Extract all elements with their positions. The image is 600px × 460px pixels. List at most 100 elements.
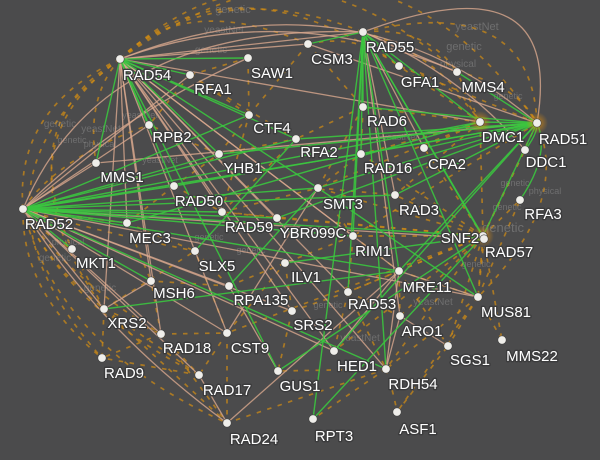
edge-ASF1-SGS1 [396, 345, 449, 413]
node-RFA3[interactable] [515, 195, 525, 205]
edge-RDH54-RPT3 [312, 368, 387, 420]
node-MRE11[interactable] [394, 266, 404, 276]
node-YHB1[interactable] [214, 149, 224, 159]
node-label-RAD52: RAD52 [25, 216, 73, 233]
node-label-RAD9: RAD9 [104, 365, 144, 382]
node-label-DDC1: DDC1 [526, 154, 567, 171]
node-RFA1[interactable] [185, 70, 195, 80]
node-label-GFA1: GFA1 [401, 74, 439, 91]
edge-CST9-RAD17 [198, 332, 228, 376]
node-GUS1[interactable] [273, 366, 283, 376]
node-RAD16[interactable] [356, 149, 366, 159]
edge-SNF2-RFA3 [482, 199, 521, 237]
edge-SNF2-SMT3 [317, 187, 484, 237]
edge-SNF2-ARO1 [399, 235, 484, 317]
node-label-SLX5: SLX5 [199, 258, 236, 275]
node-SGS1[interactable] [443, 341, 453, 351]
node-CSM3[interactable] [303, 39, 313, 49]
edge-RAD6-SMT3 [317, 106, 364, 189]
node-DDC1[interactable] [520, 145, 530, 155]
node-label-MMS22: MMS22 [506, 348, 558, 365]
node-RAD9[interactable] [97, 353, 107, 363]
node-RDH54[interactable] [381, 364, 391, 374]
node-label-MRE11: MRE11 [403, 279, 452, 296]
node-MEC3[interactable] [122, 218, 132, 228]
edge-RAD50-YHB1 [173, 153, 220, 187]
node-RFA2[interactable] [291, 134, 301, 144]
edge-RAD54-GUS1 [119, 58, 279, 372]
edge-SMT3-RAD3 [317, 187, 396, 196]
node-RPA135[interactable] [224, 281, 234, 291]
node-RAD6[interactable] [358, 102, 368, 112]
edge-RAD52-RPB2 [22, 124, 150, 210]
node-RPT3[interactable] [308, 414, 318, 424]
edge-YHB1-RFA2 [218, 138, 297, 155]
node-label-CSM3: CSM3 [311, 51, 353, 68]
node-ARO1[interactable] [395, 311, 405, 321]
node-RAD57[interactable] [479, 234, 489, 244]
node-HED1[interactable] [329, 346, 339, 356]
node-RAD59[interactable] [217, 207, 227, 217]
watermark-label: genetic [84, 283, 116, 294]
node-RAD50[interactable] [169, 181, 179, 191]
node-label-GUS1: GUS1 [280, 378, 321, 395]
node-labels: RAD54 SAW1 RFA1 CSM3 RAD55 GFA1 MMS4 RAD6 DMC1 RA… [23, 38, 588, 450]
node-RAD17[interactable] [194, 370, 204, 380]
node-SAW1[interactable] [243, 53, 253, 63]
edge-RAD54-MMS1 [95, 58, 121, 164]
edge-ARO1-RDH54 [385, 315, 401, 370]
edge-RAD53-ARO1 [347, 291, 401, 317]
node-ILV1[interactable] [280, 258, 290, 268]
node-SRS2[interactable] [287, 306, 297, 316]
edge-RAD54-RFA1 [119, 58, 191, 76]
edge-RIM1-ILV1 [284, 235, 354, 264]
node-RIM1[interactable] [348, 231, 358, 241]
node-MSH6[interactable] [146, 276, 156, 286]
edge-MUS81-RFA3 [477, 199, 521, 298]
node-label-RAD18: RAD18 [163, 340, 211, 357]
edge-RAD55-MRE11 [362, 31, 400, 272]
edge-RAD52-RPB2 [22, 124, 150, 210]
node-RAD54[interactable] [115, 54, 125, 64]
node-RPB2[interactable] [144, 120, 154, 130]
node-XRS2[interactable] [99, 304, 109, 314]
edge-SNF2-GUS1 [277, 235, 484, 372]
node-GFA1[interactable] [394, 61, 404, 71]
watermark-label: genetic [194, 232, 224, 242]
edge-RAD52-HED1 [22, 208, 335, 352]
node-SLX5[interactable] [190, 246, 200, 256]
node-label-SAW1: SAW1 [251, 65, 293, 82]
edge-MRE11-ARO1 [398, 270, 401, 317]
node-DMC1[interactable] [475, 117, 485, 127]
dashed-orange-edges [21, 0, 548, 424]
edge-RAD50-RAD59 [173, 185, 223, 213]
node-ASF1[interactable] [392, 407, 402, 417]
node-CPA2[interactable] [419, 143, 429, 153]
edge-RAD51-RAD50 [173, 122, 538, 187]
node-MUS81[interactable] [473, 292, 483, 302]
node-label-RAD55: RAD55 [366, 39, 414, 56]
node-RAD52[interactable] [18, 204, 28, 214]
edge-RAD51-RFA2 [295, 122, 538, 140]
node-MMS1[interactable] [91, 158, 101, 168]
node-YBR099C[interactable] [272, 213, 282, 223]
edge-RAD51-CPA2 [423, 122, 538, 149]
edge-XRS2-MRE11 [103, 270, 400, 310]
node-label-ILV1: ILV1 [291, 269, 321, 286]
node-RAD53[interactable] [343, 287, 353, 297]
node-RAD18[interactable] [156, 329, 166, 339]
node-SMT3[interactable] [313, 183, 323, 193]
node-RAD24[interactable] [222, 418, 232, 428]
node-CST9[interactable] [222, 328, 232, 338]
node-CTF4[interactable] [244, 110, 254, 120]
node-label-RAD53: RAD53 [348, 296, 396, 313]
node-RAD51[interactable] [532, 118, 542, 128]
node-RAD55[interactable] [358, 27, 368, 37]
edge-HED1-MRE11 [333, 270, 400, 352]
node-MMS22[interactable] [497, 335, 507, 345]
node-RAD3[interactable] [390, 190, 400, 200]
node-MMS4[interactable] [452, 67, 462, 77]
edge-RAD54-RFA2 [119, 58, 297, 140]
node-MKT1[interactable] [67, 244, 77, 254]
